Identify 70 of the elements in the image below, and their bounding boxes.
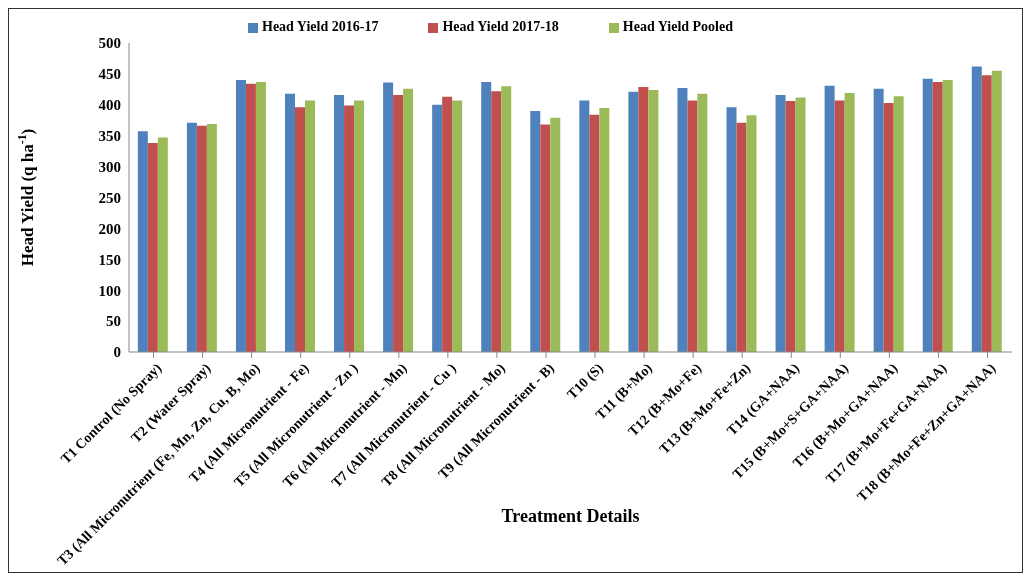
bar <box>677 88 688 352</box>
bar <box>393 94 404 352</box>
bar <box>305 100 315 352</box>
bar <box>354 100 365 352</box>
bar <box>971 66 982 352</box>
bar <box>873 88 884 352</box>
bar <box>687 100 698 352</box>
bar <box>726 107 737 352</box>
bar <box>196 125 207 352</box>
bar <box>697 93 708 352</box>
bar <box>981 75 992 352</box>
bar <box>295 107 305 352</box>
bar <box>285 93 295 352</box>
bar <box>530 110 541 352</box>
bar <box>893 96 904 352</box>
bar <box>334 94 345 352</box>
bar <box>991 70 1002 352</box>
bar <box>540 124 551 352</box>
bar <box>746 115 757 352</box>
bar <box>432 104 443 352</box>
y-tick-label: 50 <box>106 313 121 330</box>
bar <box>834 100 845 352</box>
bar <box>157 137 168 352</box>
x-tick-label: T10 (S) <box>564 360 607 403</box>
bar <box>550 117 561 352</box>
bar <box>775 94 786 352</box>
bar <box>844 93 855 352</box>
bar <box>206 123 217 352</box>
bar <box>235 80 246 352</box>
y-tick-label: 300 <box>98 158 121 175</box>
bar <box>147 143 158 352</box>
y-tick-label: 250 <box>98 189 121 206</box>
y-tick-label: 500 <box>98 35 121 52</box>
bar <box>785 101 796 352</box>
bar <box>137 131 148 352</box>
y-tick-label: 350 <box>98 128 121 145</box>
bar <box>579 100 590 352</box>
bar <box>795 97 806 352</box>
y-tick-label: 150 <box>98 251 121 268</box>
y-tick-label: 0 <box>113 344 121 361</box>
bar <box>481 81 492 352</box>
bar <box>344 105 355 352</box>
bar <box>648 89 659 352</box>
bar <box>383 82 394 352</box>
bar <box>638 86 649 352</box>
bar <box>628 91 639 352</box>
y-tick-label: 100 <box>98 282 121 299</box>
bar <box>501 86 512 352</box>
legend-label: Head Yield 2016-17 <box>262 19 379 34</box>
bar <box>245 83 256 352</box>
x-axis-title: Treatment Details <box>501 506 640 526</box>
bar <box>922 78 933 352</box>
y-tick-label: 450 <box>98 66 121 83</box>
y-tick-label: 400 <box>98 97 121 114</box>
legend-label: Head Yield Pooled <box>622 19 733 34</box>
bar <box>491 91 502 352</box>
bar <box>589 114 600 352</box>
bar <box>186 122 197 352</box>
bar <box>442 96 453 352</box>
bar <box>255 81 266 352</box>
bar <box>599 107 610 352</box>
legend-label: Head Yield 2017-18 <box>442 19 559 34</box>
bar <box>883 102 894 352</box>
y-tick-label: 200 <box>98 220 121 237</box>
bar <box>942 80 953 352</box>
bar <box>736 122 747 352</box>
bar <box>824 85 835 352</box>
bar <box>403 88 414 352</box>
bar <box>932 81 943 352</box>
bar <box>452 100 463 352</box>
